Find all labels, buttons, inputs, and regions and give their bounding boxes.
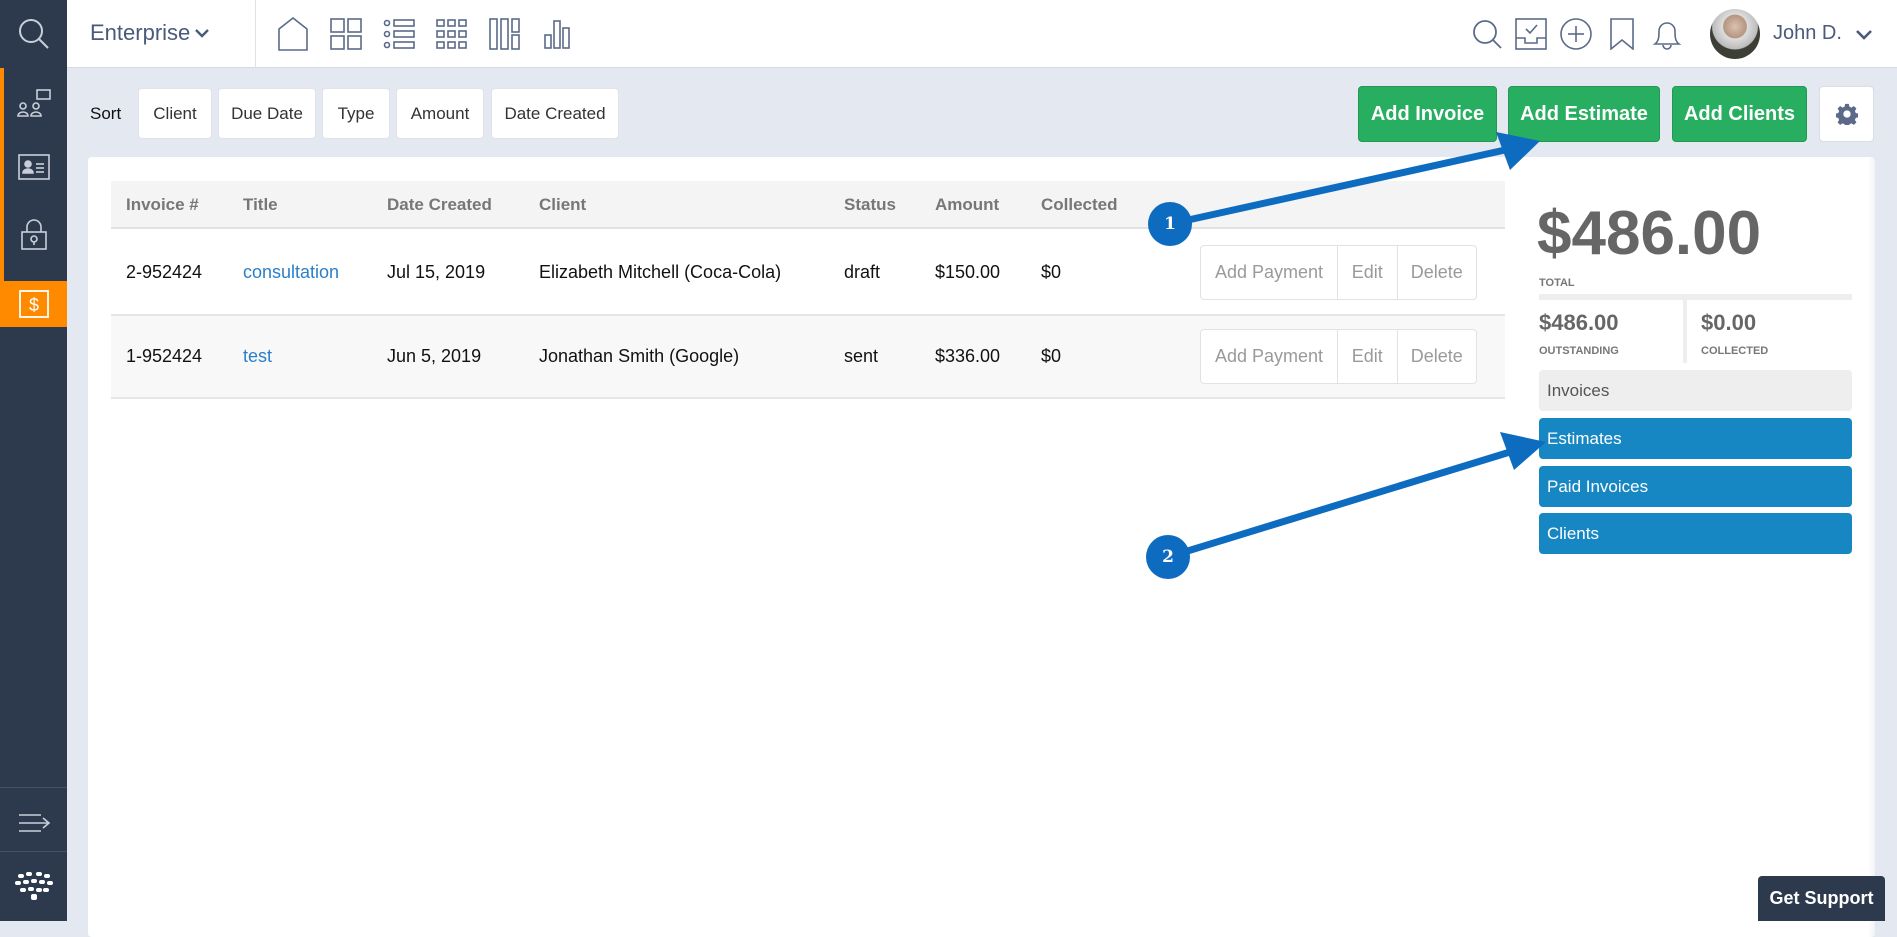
tasks-inbox-icon[interactable]: [1513, 16, 1549, 52]
get-support-button[interactable]: Get Support: [1758, 876, 1885, 921]
home-icon[interactable]: [275, 16, 311, 52]
delete-button[interactable]: Delete: [1410, 262, 1463, 282]
invoice-title-link[interactable]: consultation: [243, 262, 340, 282]
sort-due-date-button[interactable]: Due Date: [218, 88, 316, 139]
nav-paid-invoices[interactable]: Paid Invoices: [1539, 466, 1852, 507]
search-icon[interactable]: [0, 10, 67, 58]
outstanding-label: OUTSTANDING: [1539, 345, 1619, 357]
collected: $0: [1041, 262, 1062, 282]
col-invoice-number[interactable]: Invoice #: [126, 195, 199, 214]
settings-button[interactable]: [1819, 86, 1874, 142]
add-estimate-button[interactable]: Add Estimate: [1508, 86, 1660, 142]
user-menu-chevron-icon[interactable]: [1855, 29, 1873, 41]
col-status[interactable]: Status: [844, 195, 896, 214]
workspace-selector[interactable]: Enterprise: [90, 20, 210, 46]
expand-menu-icon[interactable]: [0, 805, 67, 841]
add-clients-button[interactable]: Add Clients: [1672, 86, 1807, 142]
add-payment-button[interactable]: Add Payment: [1201, 246, 1338, 299]
table-header: [111, 181, 1505, 229]
date-created: Jul 15, 2019: [387, 262, 486, 282]
amount: $336.00: [935, 346, 1001, 366]
kanban-icon[interactable]: [487, 16, 523, 52]
divider: [1683, 300, 1687, 363]
top-bar: Enterprise John D.: [67, 0, 1897, 68]
status: sent: [844, 346, 879, 366]
sort-client-button[interactable]: Client: [138, 88, 212, 139]
invoice-number: 1-952424: [126, 346, 203, 366]
sort-amount-button[interactable]: Amount: [396, 88, 484, 139]
status: draft: [844, 262, 881, 282]
divider: [1539, 294, 1852, 300]
row-actions: Add Payment Edit Delete: [1200, 245, 1477, 300]
sort-label: Sort: [90, 104, 122, 123]
contact-card-icon[interactable]: [0, 145, 67, 189]
total-label: TOTAL: [1539, 277, 1575, 289]
divider: [0, 787, 67, 788]
user-name[interactable]: John D.: [1773, 22, 1842, 44]
row-actions: Add Payment Edit Delete: [1200, 329, 1477, 384]
bar-chart-icon[interactable]: [539, 16, 575, 52]
col-title[interactable]: Title: [243, 195, 278, 214]
apps-grid-icon[interactable]: [434, 16, 470, 52]
contacts-chat-icon[interactable]: [0, 82, 67, 126]
add-payment-button[interactable]: Add Payment: [1201, 330, 1338, 383]
collected: $0: [1041, 346, 1062, 366]
sidebar: $: [0, 0, 67, 921]
active-section-indicator: [0, 68, 4, 281]
invoices-dollar-icon[interactable]: $: [0, 281, 67, 327]
edit-button[interactable]: Edit: [1338, 246, 1398, 299]
client: Jonathan Smith (Google): [539, 346, 740, 366]
client: Elizabeth Mitchell (Coca-Cola): [539, 262, 782, 282]
list-icon[interactable]: [381, 16, 417, 52]
annotation-badge-1: 1: [1148, 202, 1192, 246]
outstanding-amount: $486.00: [1539, 310, 1619, 335]
col-amount[interactable]: Amount: [935, 195, 1000, 214]
col-date-created[interactable]: Date Created: [387, 195, 492, 214]
svg-text:$: $: [28, 295, 38, 315]
bookmark-icon[interactable]: [1604, 16, 1640, 52]
total-amount: $486.00: [1537, 199, 1762, 268]
bell-icon[interactable]: [1649, 16, 1685, 52]
nav-estimates[interactable]: Estimates: [1539, 418, 1852, 459]
delete-button[interactable]: Delete: [1410, 346, 1463, 366]
date-created: Jun 5, 2019: [387, 346, 482, 366]
nav-clients[interactable]: Clients: [1539, 513, 1852, 554]
lock-icon[interactable]: [0, 212, 67, 256]
chevron-down-icon: [195, 29, 210, 38]
invoice-title-link[interactable]: test: [243, 346, 273, 366]
amount: $150.00: [935, 262, 1001, 282]
workspace-name: Enterprise: [90, 20, 191, 45]
col-collected[interactable]: Collected: [1041, 195, 1118, 214]
search-icon[interactable]: [1469, 16, 1505, 52]
logo-tree-icon: [0, 866, 67, 906]
invoice-number: 2-952424: [126, 262, 203, 282]
divider: [255, 0, 256, 68]
collected-amount: $0.00: [1701, 310, 1757, 335]
nav-invoices[interactable]: Invoices: [1539, 370, 1852, 411]
col-client[interactable]: Client: [539, 195, 587, 214]
add-circle-icon[interactable]: [1558, 16, 1594, 52]
sort-type-button[interactable]: Type: [322, 88, 390, 139]
gear-icon: [1835, 103, 1858, 125]
annotation-badge-2: 2: [1146, 535, 1190, 579]
divider: [0, 851, 67, 852]
add-invoice-button[interactable]: Add Invoice: [1358, 86, 1497, 142]
avatar[interactable]: [1710, 9, 1760, 59]
collected-label: COLLECTED: [1701, 345, 1769, 357]
edit-button[interactable]: Edit: [1338, 330, 1398, 383]
sort-date-created-button[interactable]: Date Created: [491, 88, 619, 139]
dashboard-grid-icon[interactable]: [328, 16, 364, 52]
